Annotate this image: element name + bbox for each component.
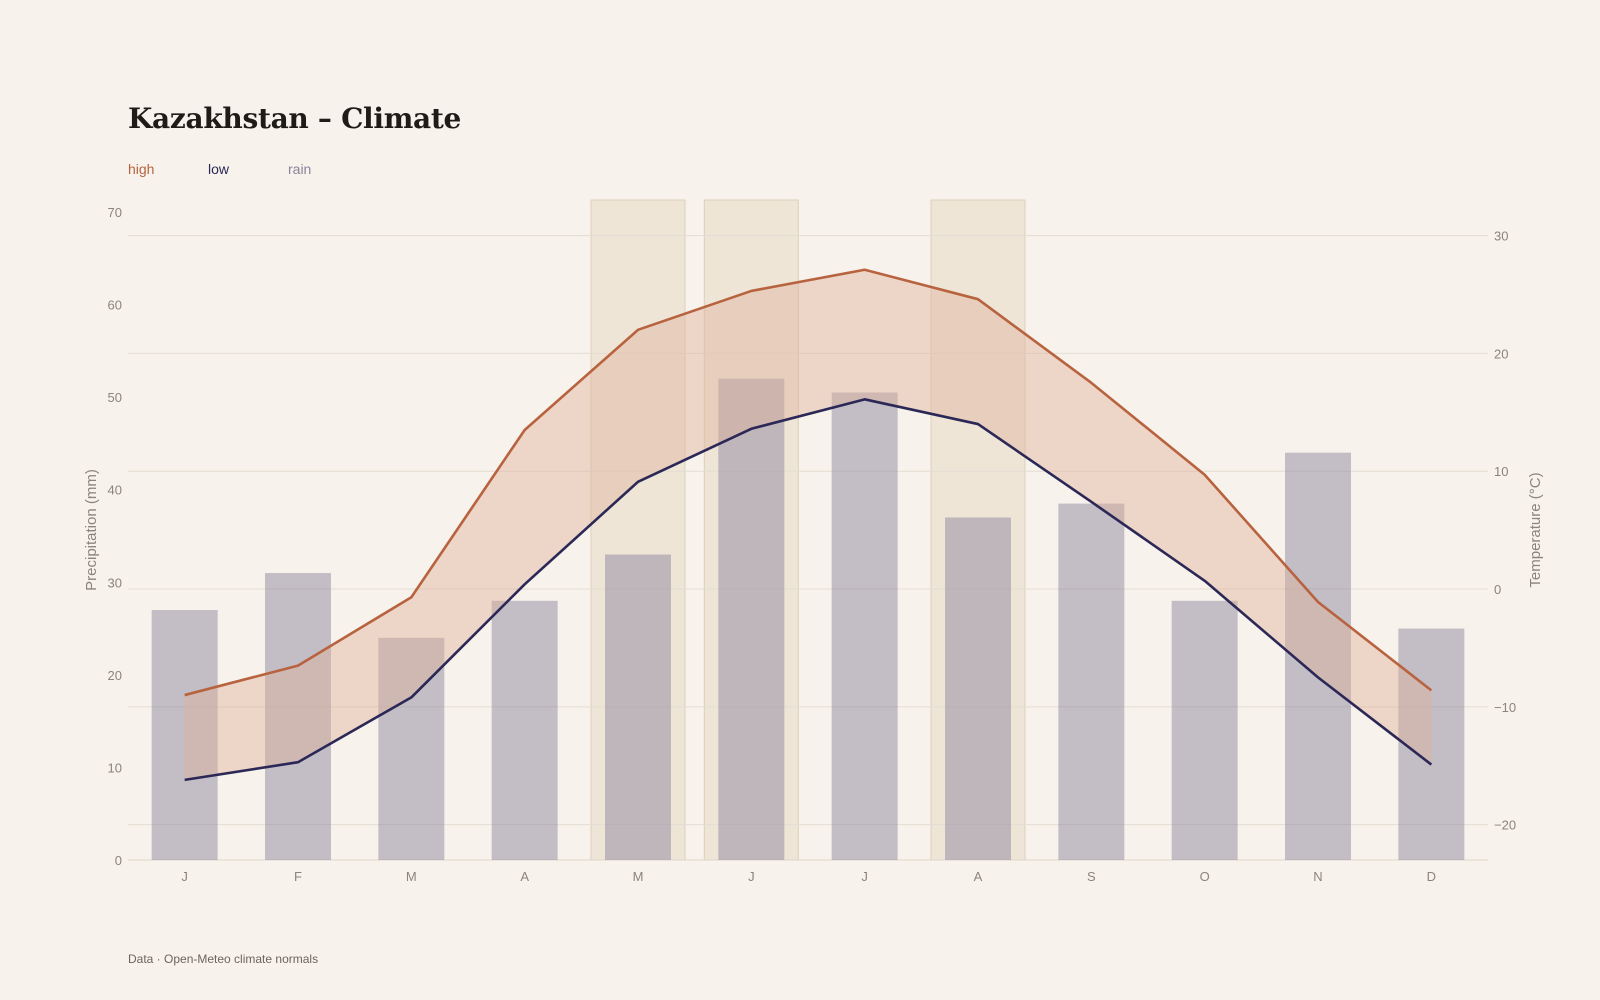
right-tick-label: −20 bbox=[1494, 818, 1516, 833]
right-tick-label: 30 bbox=[1494, 229, 1508, 244]
rain-bar bbox=[1398, 628, 1465, 860]
rain-bar bbox=[491, 600, 558, 860]
highlight-band-5 bbox=[703, 199, 799, 861]
left-tick-label: 60 bbox=[108, 298, 122, 313]
x-tick-label: M bbox=[406, 869, 417, 884]
x-tick-label: J bbox=[181, 869, 188, 884]
left-tick-label: 40 bbox=[108, 483, 122, 498]
legend-rain: rain bbox=[288, 161, 312, 177]
right-tick-label: 20 bbox=[1494, 346, 1508, 361]
left-tick-label: 0 bbox=[115, 853, 122, 868]
x-tick-label: N bbox=[1313, 869, 1322, 884]
rain-bar bbox=[831, 392, 898, 860]
x-tick-label: O bbox=[1200, 869, 1210, 884]
x-tick-label: J bbox=[748, 869, 755, 884]
data-source: Data · Open-Meteo climate normals bbox=[128, 952, 319, 966]
rain-bar bbox=[1171, 600, 1238, 860]
temperature-band bbox=[184, 269, 1432, 780]
left-tick-label: 70 bbox=[108, 205, 122, 220]
x-tick-label: J bbox=[861, 869, 868, 884]
high-temperature-line bbox=[184, 268, 1433, 697]
legend-low: low bbox=[208, 161, 230, 177]
rain-bar bbox=[265, 573, 331, 860]
right-tick-label: −10 bbox=[1494, 700, 1516, 715]
x-tick-label: M bbox=[633, 869, 644, 884]
rain-bar bbox=[605, 554, 671, 860]
x-tick-label: S bbox=[1087, 869, 1096, 884]
rain-bar bbox=[151, 610, 218, 860]
rain-bar bbox=[718, 378, 785, 860]
left-axis-title: Precipitation (mm) bbox=[83, 469, 100, 591]
right-tick-label: 0 bbox=[1494, 582, 1501, 597]
left-tick-label: 30 bbox=[108, 575, 122, 590]
legend-high: high bbox=[128, 161, 155, 177]
x-tick-label: D bbox=[1427, 869, 1436, 884]
x-tick-label: A bbox=[520, 869, 529, 884]
left-tick-label: 10 bbox=[108, 760, 122, 775]
low-temperature-line bbox=[184, 398, 1433, 782]
rain-bar bbox=[945, 517, 1011, 860]
chart-title: Kazakhstan – Climate bbox=[128, 102, 462, 135]
right-tick-label: 10 bbox=[1494, 464, 1508, 479]
legend: high low rain bbox=[128, 161, 311, 177]
rain-bar bbox=[1058, 503, 1125, 860]
x-tick-label: F bbox=[294, 869, 302, 884]
x-tick-label: A bbox=[974, 869, 983, 884]
right-axis-title: Temperature (°C) bbox=[1527, 472, 1544, 587]
highlight-band-4 bbox=[590, 199, 686, 861]
left-tick-label: 20 bbox=[108, 668, 122, 683]
left-tick-label: 50 bbox=[108, 390, 122, 405]
highlight-band-7 bbox=[930, 199, 1026, 861]
rain-bar bbox=[1285, 452, 1351, 860]
